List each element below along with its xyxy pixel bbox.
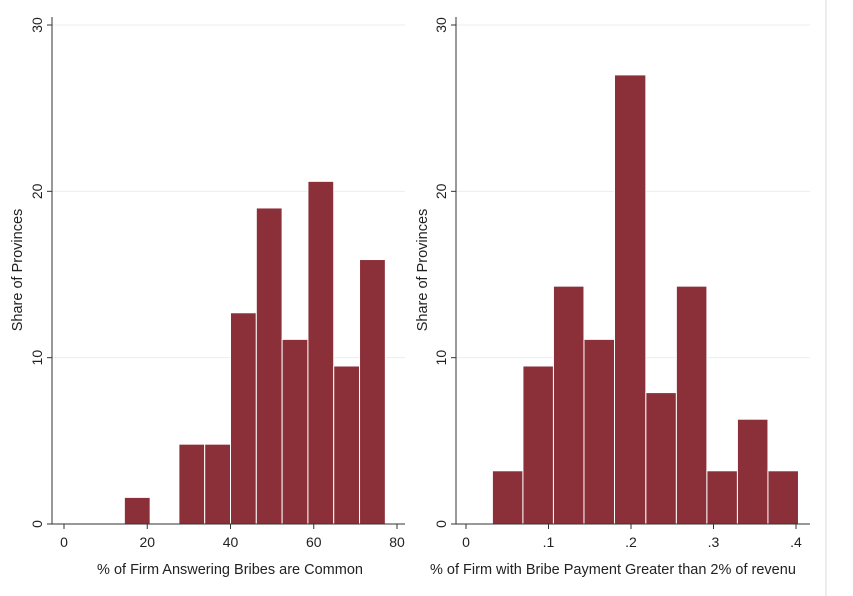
x-tick-label: .4 xyxy=(790,534,802,550)
x-tick-label: 60 xyxy=(306,534,322,550)
y-tick-label: 20 xyxy=(433,183,449,199)
y-tick-label: 0 xyxy=(433,520,449,528)
histogram-bar-2 xyxy=(178,443,206,525)
histogram-bars xyxy=(123,180,386,525)
histogram-bar-4 xyxy=(583,338,615,525)
histogram-bar-7 xyxy=(307,180,335,525)
histogram-bar-9 xyxy=(736,418,769,525)
y-tick-label: 30 xyxy=(29,17,45,33)
x-tick-label: .2 xyxy=(625,534,637,550)
x-axis-title: % of Firm with Bribe Payment Greater tha… xyxy=(430,562,796,578)
y-tick-label: 20 xyxy=(29,183,45,199)
histogram-panel-bribes-common: 0 10 20 30 0 20 40 60 80 Share of Provinces % o… xyxy=(10,17,405,578)
x-tick-label: 0 xyxy=(462,534,470,550)
histogram-bar-5 xyxy=(614,74,647,525)
histogram-bar-8 xyxy=(706,470,738,525)
x-tick-label: 0 xyxy=(60,534,68,550)
x-axis-title: % of Firm Answering Bribes are Common xyxy=(97,562,363,578)
histogram-bar-6 xyxy=(281,338,309,525)
x-tick-labels: 0 20 40 60 80 xyxy=(60,524,405,550)
x-tick-label: 80 xyxy=(389,534,405,550)
x-tick-label: 20 xyxy=(139,534,155,550)
histogram-bar-5 xyxy=(255,207,283,525)
histogram-bar-3 xyxy=(204,443,232,525)
x-tick-labels: 0 .1 .2 .3 .4 xyxy=(462,524,802,550)
histogram-bar-1 xyxy=(123,496,151,525)
y-tick-labels: 0 10 20 30 xyxy=(29,17,52,528)
y-tick-labels: 0 10 20 30 xyxy=(433,17,456,528)
histogram-bar-7 xyxy=(675,285,708,525)
axes xyxy=(455,17,810,525)
histogram-bar-3 xyxy=(552,285,585,525)
histogram-bar-8 xyxy=(333,365,361,525)
y-tick-label: 0 xyxy=(29,520,45,528)
y-axis-title: Share of Provinces xyxy=(415,209,431,332)
axes xyxy=(51,17,405,525)
y-tick-label: 30 xyxy=(433,17,449,33)
histogram-bar-1 xyxy=(491,470,524,525)
x-tick-label: 40 xyxy=(223,534,239,550)
y-tick-label: 10 xyxy=(433,350,449,366)
x-tick-label: .3 xyxy=(708,534,720,550)
histogram-bar-9 xyxy=(359,259,386,525)
histogram-bar-4 xyxy=(230,312,257,525)
y-axis-title: Share of Provinces xyxy=(10,209,26,332)
gridlines xyxy=(52,24,405,359)
histogram-bar-10 xyxy=(767,470,799,525)
histogram-bar-2 xyxy=(522,365,554,525)
y-tick-label: 10 xyxy=(29,350,45,366)
histogram-panel-bribe-payment: 0 10 20 30 0 .1 .2 .3 .4 Share of Provinces % o… xyxy=(415,17,810,578)
x-tick-label: .1 xyxy=(543,534,555,550)
histogram-bars xyxy=(491,74,799,525)
histogram-bar-6 xyxy=(645,392,677,525)
